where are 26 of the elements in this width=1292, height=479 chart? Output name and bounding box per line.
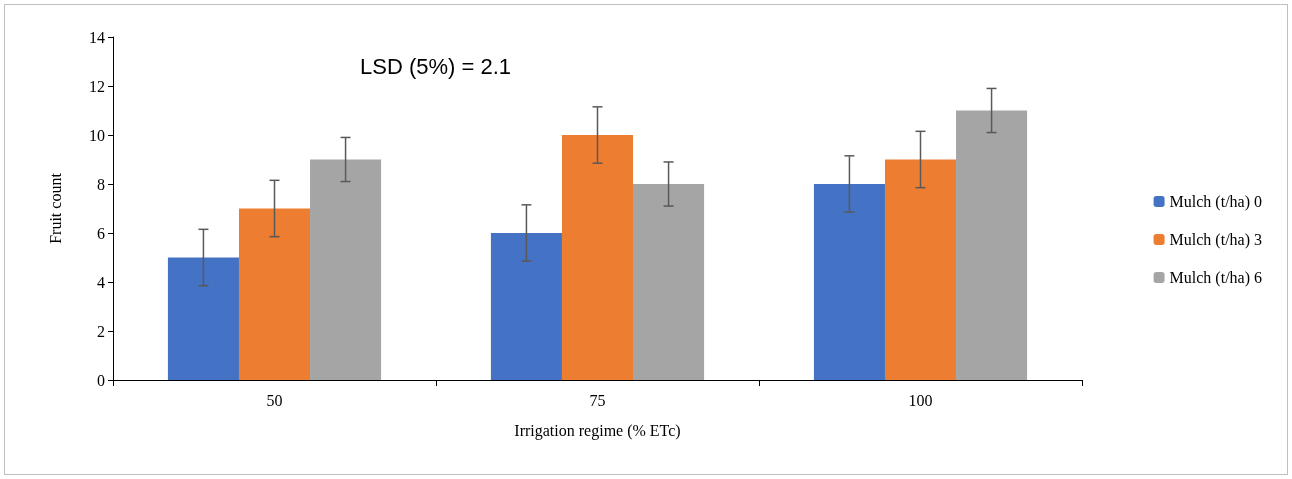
annotation: LSD (5%) = 2.1 — [360, 53, 512, 79]
y-tick-label: 4 — [97, 273, 105, 291]
bar — [561, 135, 634, 380]
bar — [310, 159, 382, 380]
y-tick-label: 2 — [97, 322, 105, 340]
bar — [884, 159, 957, 380]
y-axis-title: Fruit count — [46, 172, 64, 244]
y-tick-label: 8 — [97, 175, 105, 193]
legend-label: Mulch (t/ha) 6 — [1169, 269, 1262, 287]
bar — [813, 184, 885, 380]
x-tick-label: 50 — [266, 391, 283, 409]
legend-label: Mulch (t/ha) 0 — [1169, 193, 1262, 211]
bar — [167, 257, 239, 380]
bar — [490, 233, 562, 380]
legend-label: Mulch (t/ha) 3 — [1169, 231, 1262, 249]
y-tick-label: 0 — [97, 371, 105, 389]
y-tick-label: 6 — [97, 224, 105, 242]
x-tick-label: 100 — [908, 391, 933, 409]
y-tick-label: 10 — [89, 126, 105, 144]
x-tick-label: 75 — [589, 391, 606, 409]
y-tick-label: 12 — [89, 77, 105, 95]
bar — [633, 184, 705, 380]
x-axis-title: Irrigation regime (% ETc) — [514, 421, 681, 440]
y-tick-label: 14 — [89, 28, 105, 46]
bar — [956, 110, 1028, 380]
bar — [238, 208, 311, 380]
